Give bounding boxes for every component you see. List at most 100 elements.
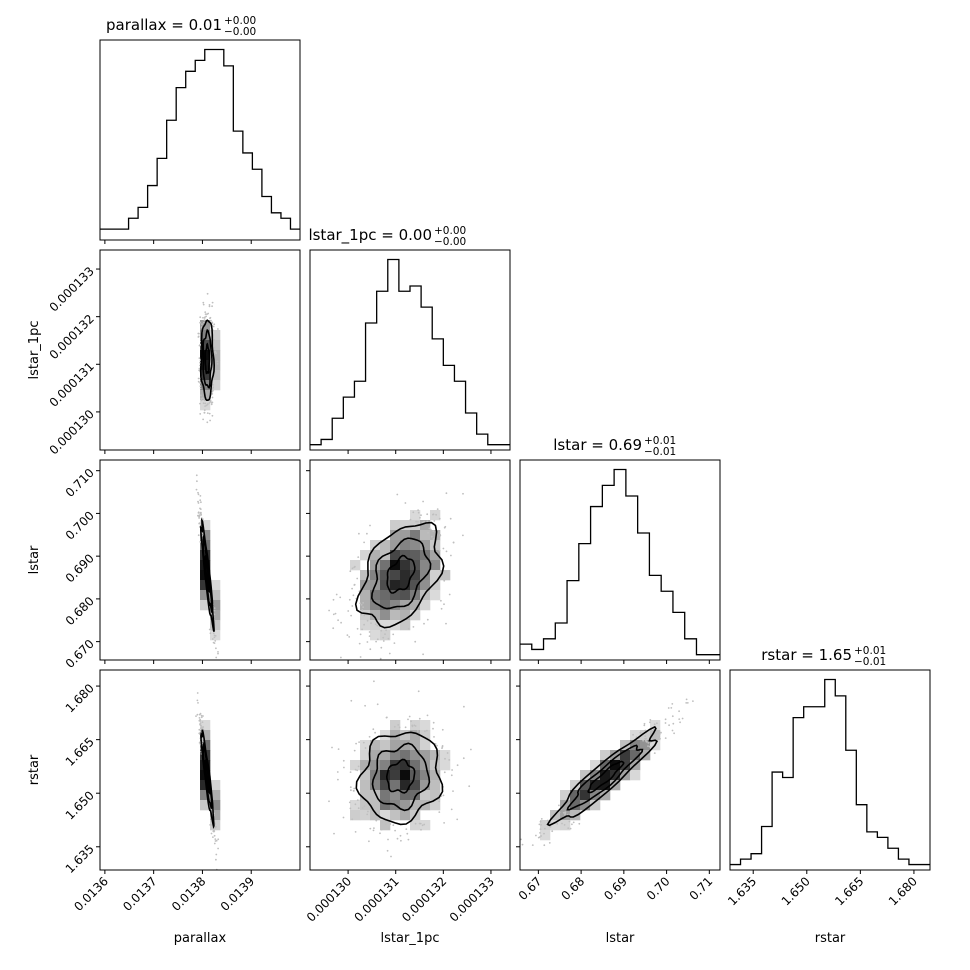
sample-point	[531, 844, 534, 846]
sample-point	[432, 721, 435, 724]
sample-point	[366, 641, 369, 643]
sample-point	[440, 607, 443, 610]
contours	[200, 517, 215, 632]
density-cell	[400, 560, 411, 571]
sample-point	[568, 820, 571, 823]
sample-point	[667, 707, 670, 709]
sample-point	[445, 492, 448, 495]
sample-point	[443, 603, 445, 606]
sample-point	[429, 528, 432, 531]
density-cell	[210, 380, 221, 391]
density-grid	[350, 720, 451, 831]
density-cell	[560, 790, 571, 801]
sample-point	[199, 541, 202, 543]
sample-point	[647, 742, 650, 744]
density-cell	[370, 800, 381, 811]
sample-point	[363, 541, 365, 544]
sample-point	[549, 826, 552, 828]
sample-point	[211, 305, 214, 308]
sample-point	[354, 803, 357, 806]
density-cell	[210, 600, 221, 611]
density-cell	[200, 720, 211, 731]
sample-point	[211, 301, 214, 304]
sample-point	[198, 713, 201, 716]
sample-point	[463, 705, 465, 708]
sample-point	[446, 752, 449, 754]
sample-point	[213, 830, 216, 832]
sample-point	[200, 716, 203, 719]
density-cell	[390, 540, 401, 551]
contour-line	[370, 537, 432, 610]
sample-point	[337, 778, 339, 781]
sample-point	[195, 474, 198, 477]
sample-point	[197, 336, 200, 338]
sample-point	[353, 790, 355, 792]
density-cell	[430, 510, 441, 521]
density-cell	[610, 750, 621, 761]
sample-point	[354, 565, 356, 568]
sample-point	[200, 714, 203, 717]
panel-frame	[99, 39, 301, 241]
sample-point	[201, 721, 204, 723]
density-cell	[380, 600, 391, 611]
density-cell	[550, 820, 561, 831]
density-cell	[580, 780, 591, 791]
sample-point	[443, 822, 445, 824]
sample-point	[685, 702, 688, 704]
sample-point	[206, 292, 209, 295]
density-cell	[380, 610, 391, 621]
sample-point	[343, 766, 345, 769]
sample-point	[387, 838, 389, 841]
density-cell	[410, 740, 421, 751]
sample-point	[199, 382, 202, 384]
density-cell	[360, 800, 371, 811]
sample-point	[196, 713, 199, 716]
density-cell	[360, 580, 371, 591]
density-cell	[360, 740, 371, 751]
sample-point	[362, 602, 364, 604]
density-cell	[210, 800, 221, 811]
title-plus: +0.00	[434, 225, 466, 237]
sample-point	[213, 323, 216, 326]
density-cell	[600, 750, 611, 761]
contour-line	[204, 342, 211, 375]
sample-point	[372, 728, 375, 731]
density-cell	[560, 800, 571, 811]
x-tick-label: 0.70	[644, 874, 673, 903]
sample-point	[420, 514, 422, 517]
sample-point	[215, 839, 218, 842]
sample-point	[199, 495, 202, 497]
sample-point	[200, 514, 203, 516]
sample-point	[436, 508, 439, 510]
sample-point	[202, 402, 205, 405]
sample-point	[660, 731, 662, 734]
sample-point	[376, 638, 379, 641]
sample-point	[200, 399, 203, 402]
density-cell	[200, 800, 211, 811]
density-cell	[390, 580, 401, 591]
density-cell	[580, 800, 591, 811]
sample-point	[348, 636, 351, 638]
y-tick-label: 0.710	[63, 466, 97, 500]
density-cell	[580, 770, 591, 781]
density-cell	[410, 510, 421, 521]
sample-point	[366, 813, 369, 816]
density-cell	[210, 780, 221, 791]
title-lstar_1pc: lstar_1pc = 0.00 +0.00−0.00	[308, 225, 466, 248]
sample-point	[208, 304, 211, 306]
density-cell	[390, 750, 401, 761]
sample-point	[356, 769, 359, 772]
sample-point	[543, 832, 545, 835]
sample-point	[208, 401, 211, 404]
density-cell	[210, 580, 221, 591]
sample-point	[426, 714, 429, 717]
sample-point	[199, 316, 202, 319]
sample-point	[400, 839, 402, 842]
density-cell	[430, 550, 441, 561]
density-cell	[600, 770, 611, 781]
density-cell	[420, 520, 431, 531]
sample-point	[388, 652, 391, 655]
sample-point	[364, 704, 366, 707]
y-axis-label: rstar	[27, 754, 42, 785]
